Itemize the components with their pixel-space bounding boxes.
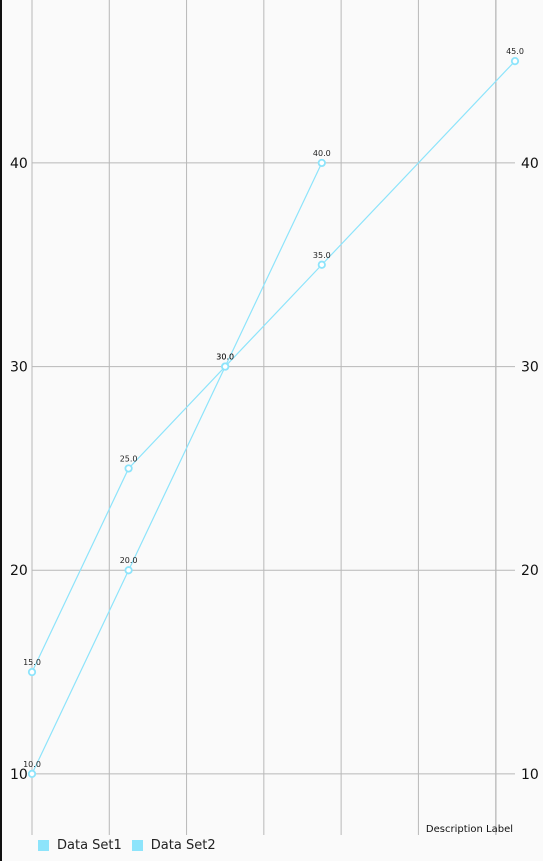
- legend: Data Set1 Data Set2: [38, 838, 216, 853]
- series-2-point: [510, 56, 520, 66]
- series-2-point-label: 45.0: [506, 47, 524, 56]
- series-2-point-label: 15.0: [23, 658, 41, 667]
- series-1-point-label: 40.0: [313, 149, 331, 158]
- legend-item-data-set1: Data Set1: [38, 838, 122, 853]
- legend-label-data-set1: Data Set1: [57, 838, 122, 853]
- y-axis-tick-label-left: 10: [10, 767, 28, 783]
- series-2-point-label: 25.0: [120, 454, 138, 463]
- series-1-point: [317, 158, 326, 168]
- series-2-point: [27, 667, 37, 677]
- series-1-point-label: 30.0: [216, 353, 234, 362]
- description-label: Description Label: [426, 824, 513, 835]
- legend-label-data-set2: Data Set2: [150, 838, 216, 853]
- y-axis-tick-label-right: 30: [521, 360, 539, 376]
- legend-item-data-set2: Data Set2: [131, 838, 216, 853]
- series-1-point: [27, 769, 37, 779]
- series-2-point-label: 35.0: [313, 251, 331, 260]
- series-2-point-label: 30.0: [216, 353, 234, 362]
- legend-swatch-data-set1: [38, 840, 49, 851]
- y-axis-tick-label-left: 30: [10, 360, 28, 376]
- y-axis-tick-label-right: 40: [521, 156, 539, 172]
- series-2-point: [221, 362, 230, 371]
- y-axis-tick-label-right: 20: [521, 563, 539, 579]
- series-1-point-label: 10.0: [23, 760, 41, 769]
- y-axis-tick-label-left: 40: [10, 156, 28, 172]
- series-1-point: [124, 566, 133, 575]
- y-axis-tick-label-right: 10: [521, 767, 539, 783]
- series-1-point-label: 20.0: [120, 556, 138, 565]
- legend-swatch-data-set2: [131, 840, 143, 851]
- y-axis-tick-label-left: 20: [10, 563, 28, 579]
- series-2-point: [124, 464, 133, 473]
- series-2-point: [317, 260, 326, 269]
- series-line-1: [31, 162, 323, 775]
